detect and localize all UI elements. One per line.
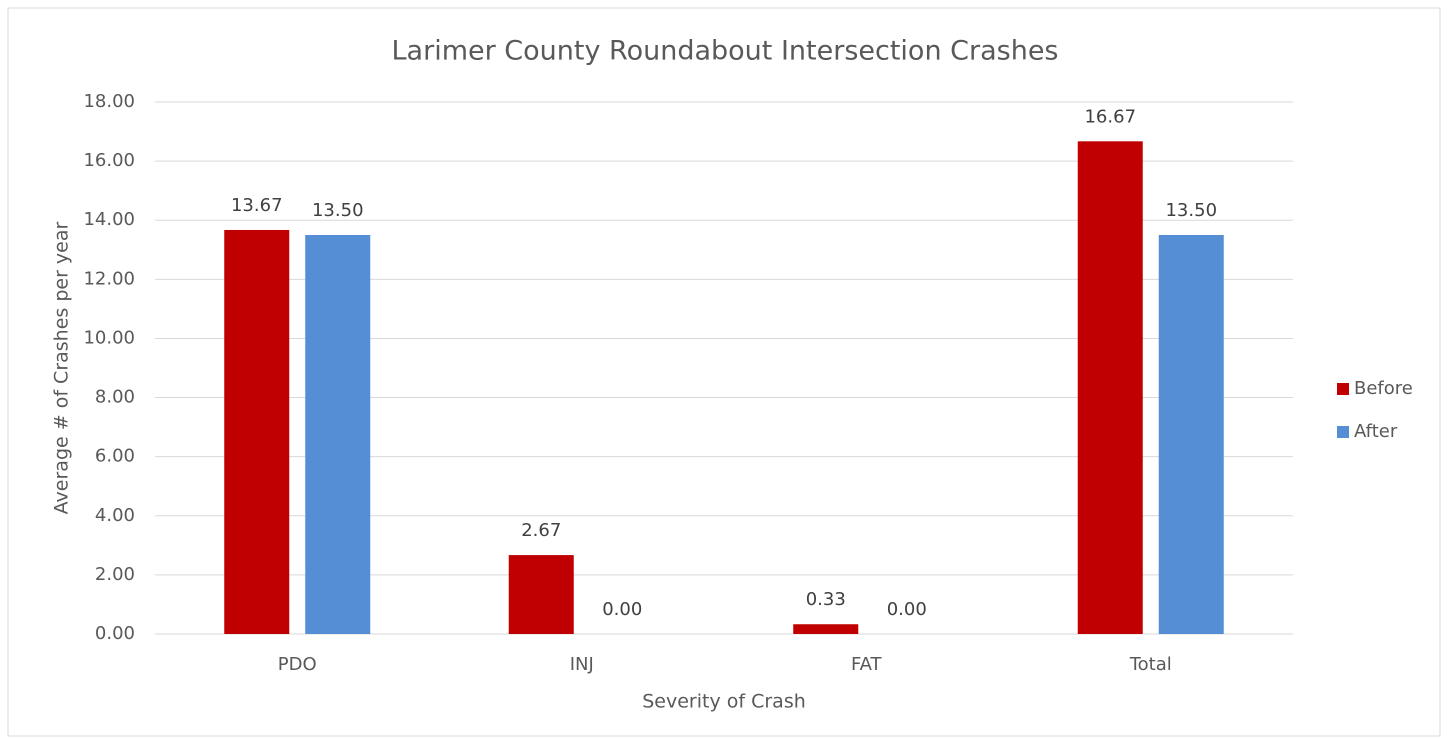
data-label: 13.67: [231, 195, 283, 216]
x-axis-label: Severity of Crash: [642, 691, 806, 713]
data-label: 2.67: [521, 520, 561, 541]
bar: [224, 229, 290, 634]
legend-label: Before: [1354, 378, 1413, 399]
y-axis-label: Average # of Crashes per year: [51, 221, 73, 514]
chart-title: Larimer County Roundabout Intersection C…: [392, 36, 1059, 67]
y-tick-label: 18.00: [83, 91, 135, 112]
y-tick-label: 6.00: [95, 446, 135, 467]
x-tick-label: FAT: [851, 654, 883, 675]
x-tick-label: Total: [1129, 654, 1172, 675]
bar: [508, 555, 574, 634]
x-tick-label: INJ: [570, 654, 594, 675]
legend-swatch: [1337, 383, 1349, 395]
legend-label: After: [1354, 421, 1398, 442]
data-label: 13.50: [1165, 200, 1217, 221]
bar: [1077, 141, 1143, 634]
y-tick-label: 12.00: [83, 268, 135, 289]
x-tick-label: PDO: [278, 654, 317, 675]
chart-frame: [7, 7, 1441, 737]
data-label: 0.33: [806, 589, 846, 610]
y-tick-label: 4.00: [95, 505, 135, 526]
data-label: 0.00: [602, 599, 642, 620]
bar: [793, 624, 859, 634]
y-tick-label: 2.00: [95, 564, 135, 585]
y-tick-label: 0.00: [95, 623, 135, 644]
y-tick-label: 14.00: [83, 209, 135, 230]
data-label: 13.50: [312, 200, 364, 221]
y-tick-label: 10.00: [83, 327, 135, 348]
legend-swatch: [1337, 426, 1349, 438]
bar: [305, 235, 371, 634]
y-tick-label: 8.00: [95, 387, 135, 408]
data-label: 0.00: [887, 599, 927, 620]
bar: [1158, 235, 1224, 634]
data-label: 16.67: [1084, 106, 1136, 127]
y-tick-label: 16.00: [83, 150, 135, 171]
